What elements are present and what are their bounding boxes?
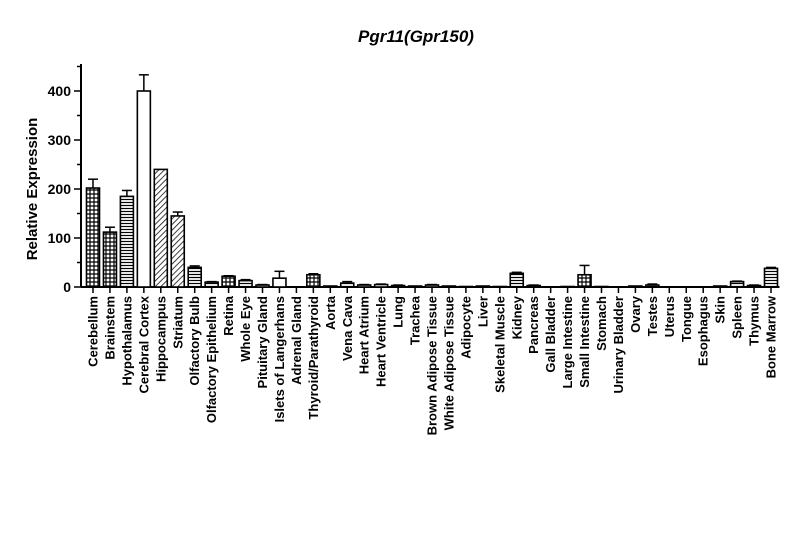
bar [222, 276, 235, 287]
category-label: Bone Marrow [764, 295, 779, 378]
bar [476, 286, 489, 287]
chart-title: Pgr11(Gpr150) [358, 27, 474, 46]
category-label: Lung [391, 296, 406, 328]
category-label: Striatum [170, 296, 185, 349]
bar [341, 283, 354, 287]
category-label: Hypothalamus [119, 296, 134, 386]
category-label: Urinary Bladder [611, 296, 626, 394]
category-label: White Adipose Tissue [441, 296, 456, 430]
category-label: Gall Bladder [543, 296, 558, 373]
category-label: Kidney [509, 295, 524, 339]
bar [442, 286, 455, 287]
bar [307, 275, 320, 287]
bar [154, 169, 167, 287]
category-label: Skeletal Muscle [492, 296, 507, 393]
bar [358, 285, 371, 287]
bar [646, 285, 659, 287]
category-label: Retina [221, 295, 236, 336]
category-label: Cerebral Cortex [136, 295, 151, 393]
bar [188, 267, 201, 287]
category-label: Uterus [662, 296, 677, 337]
category-label: Spleen [730, 296, 745, 339]
category-label: Ovary [628, 295, 643, 333]
bar [239, 281, 252, 287]
category-label: Thymus [747, 296, 762, 346]
category-label: Liver [475, 296, 490, 327]
category-label: Small Intestine [577, 296, 592, 388]
y-tick-label: 200 [48, 181, 72, 197]
bar [510, 273, 523, 287]
category-label: Large Intestine [560, 296, 575, 388]
category-label: Pituitary Gland [255, 296, 270, 389]
category-label: Pancreas [526, 296, 541, 354]
category-label: Esophagus [696, 296, 711, 366]
bar [578, 275, 591, 287]
bar [205, 282, 218, 287]
category-label: Heart Ventricle [374, 296, 389, 387]
bar [171, 216, 184, 287]
bars [87, 75, 778, 287]
bar [409, 286, 422, 287]
bar [120, 196, 133, 287]
bar [375, 285, 388, 287]
category-label: Heart Atrium [357, 296, 372, 374]
category-label: Cerebellum [86, 296, 101, 367]
category-label: Thyroid/Parathyroid [306, 296, 321, 420]
category-label: Testes [645, 296, 660, 336]
y-axis-title: Relative Expression [24, 118, 41, 261]
category-label: Whole Eye [238, 296, 253, 362]
bar [731, 282, 744, 287]
y-tick-label: 100 [48, 230, 72, 246]
bar [324, 286, 337, 287]
category-label: Tongue [679, 296, 694, 342]
category-label: Hippocampus [153, 296, 168, 382]
y-tick-label: 400 [48, 83, 72, 99]
bar [137, 91, 150, 287]
bar [103, 232, 116, 287]
y-tick-label: 300 [48, 132, 72, 148]
y-tick-label: 0 [63, 279, 71, 295]
category-label: Olfactory Epithelium [204, 296, 219, 423]
bar [273, 278, 286, 287]
category-label: Aorta [323, 295, 338, 330]
category-label: Adrenal Gland [289, 296, 304, 385]
category-label: Adipocyte [458, 296, 473, 359]
bar [714, 286, 727, 287]
bar [87, 188, 100, 287]
category-label: Olfactory Bulb [187, 296, 202, 386]
category-label: Vena Cava [340, 295, 355, 361]
category-label: Stomach [594, 296, 609, 351]
category-label: Brainstem [102, 296, 117, 360]
bar [426, 285, 439, 287]
category-label: Islets of Langerhans [272, 296, 287, 422]
bar [765, 268, 778, 287]
category-label: Skin [713, 296, 728, 324]
bar [256, 285, 269, 287]
bar [629, 286, 642, 287]
category-label: Brown Adipose Tissue [425, 296, 440, 435]
category-label: Trachea [408, 295, 423, 345]
